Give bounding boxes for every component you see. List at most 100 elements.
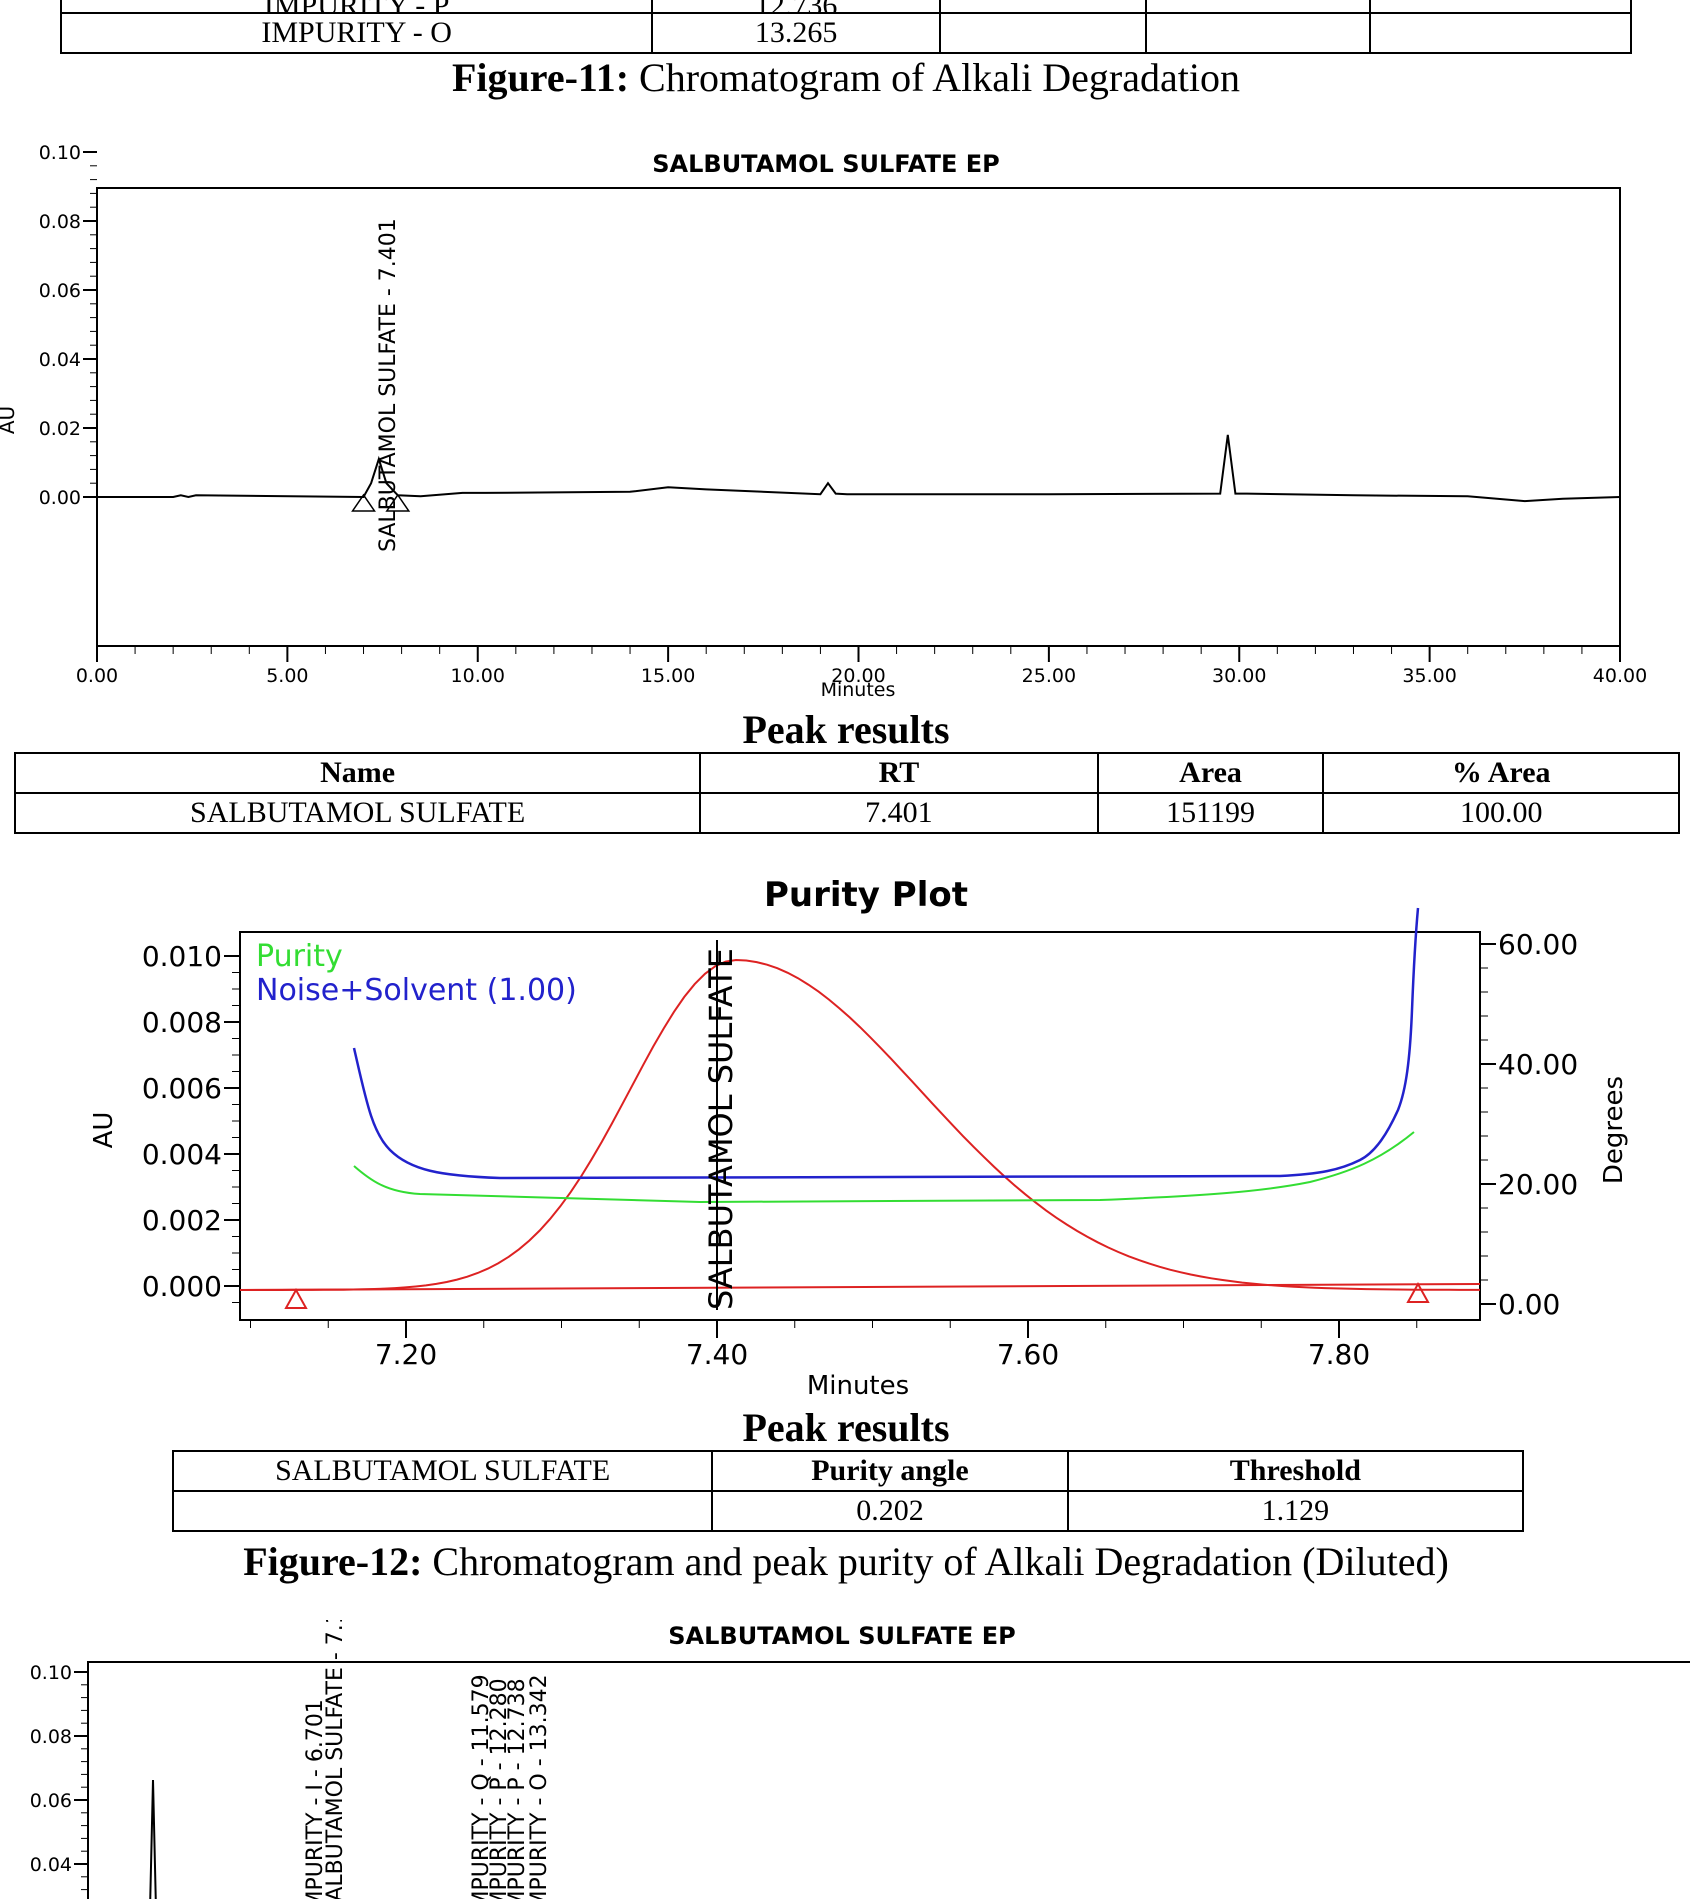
col-name: Name xyxy=(13,752,702,794)
impurity-name: IMPURITY - P xyxy=(59,0,654,14)
cell-pct-area: 100.00 xyxy=(1322,792,1680,834)
y-tick-label: 0.006 xyxy=(142,1072,222,1105)
cell-rt: 7.401 xyxy=(699,792,1099,834)
chromatogram-trace xyxy=(97,434,1621,503)
impurity-rt: 12.736 xyxy=(651,0,942,14)
x-axis-label: Minutes xyxy=(807,1371,909,1401)
start-marker xyxy=(284,1287,308,1309)
x-tick-label: 40.00 xyxy=(1593,665,1647,687)
y-axis-label: AU xyxy=(89,1112,119,1149)
peak-results-heading-2: Peak results xyxy=(742,1405,950,1450)
plot-frame xyxy=(96,187,1621,647)
y-axis: 0.10 0.08 0.06 0.04 xyxy=(30,1662,88,1891)
figure-12-text: Chromatogram and peak purity of Alkali D… xyxy=(432,1539,1449,1584)
x-tick-label: 7.60 xyxy=(997,1338,1059,1371)
peak-results-table-1: Name RT Area % Area SALBUTAMOL SULFATE 7… xyxy=(13,752,1680,834)
y2-tick-label: 0.00 xyxy=(1498,1288,1560,1321)
y-tick-label: 0.004 xyxy=(142,1138,222,1171)
y-tick-label: 0.06 xyxy=(39,280,81,302)
impurity-name: IMPURITY - O xyxy=(59,12,654,54)
y2-tick-label: 40.00 xyxy=(1498,1048,1578,1081)
y-tick-label: 0.10 xyxy=(39,142,81,164)
figure-11-label: Figure-11: xyxy=(452,55,630,100)
end-marker xyxy=(1406,1281,1430,1303)
x-axis: 7.20 7.40 7.60 7.80 xyxy=(250,1320,1418,1371)
figure-11-caption: Figure-11: Chromatogram of Alkali Degrad… xyxy=(0,54,1692,101)
y-tick-label: 0.000 xyxy=(142,1270,222,1303)
purity-curve xyxy=(353,1131,1415,1204)
figure-12-label: Figure-12: xyxy=(243,1539,423,1584)
col-pct-area: % Area xyxy=(1322,752,1680,794)
peak-label: SALBUTAMOL SULFATE xyxy=(702,948,740,1310)
legend-noise: Noise+Solvent (1.00) xyxy=(256,973,577,1008)
integration-marker xyxy=(385,493,411,512)
chromatogram-1: SALBUTAMOL SULFATE EP 0.000.020.040.060.… xyxy=(0,142,1647,700)
y-axis-label: AU xyxy=(0,406,19,434)
y-tick-label: 0.002 xyxy=(142,1204,222,1237)
x-tick-label: 30.00 xyxy=(1212,665,1266,687)
cell-name: SALBUTAMOL SULFATE xyxy=(13,792,702,834)
purity-plot: Purity Plot 0.0000.0020.0040.0060.0080.0… xyxy=(89,875,1629,1401)
y2-axis-label: Degrees xyxy=(1599,1076,1629,1184)
peak-label: IMPURITY - I - 6.701 xyxy=(303,1699,328,1899)
x-tick-label: 5.00 xyxy=(266,665,308,687)
chromatogram-2: SALBUTAMOL SULFATE EP 0.10 0.08 0.06 0.04 I… xyxy=(30,1620,1690,1899)
x-tick-label: 10.00 xyxy=(451,665,505,687)
col-area: Area xyxy=(1096,752,1325,794)
col-threshold: Threshold xyxy=(1066,1450,1525,1492)
x-tick-label: 15.00 xyxy=(641,665,695,687)
chart-title: SALBUTAMOL SULFATE EP xyxy=(668,1622,1015,1650)
peak-label: SALBUTAMOL SULFATE - 7.401 xyxy=(376,218,401,552)
y2-tick-label: 60.00 xyxy=(1498,928,1578,961)
peak-label: IMPURITY - Q - 11.579 xyxy=(469,1674,494,1899)
y-tick-label: 0.10 xyxy=(30,1662,72,1684)
y-tick-label: 0.06 xyxy=(30,1790,72,1812)
baseline xyxy=(239,1283,1481,1291)
legend-purity: Purity xyxy=(256,939,343,974)
impurity-rt: 13.265 xyxy=(651,12,942,54)
y-axis-left: 0.000 0.002 0.004 0.006 0.008 0.010 xyxy=(142,940,240,1303)
plot-frame xyxy=(87,1661,1690,1899)
peak-label: IMPURITY - O - 13.342 xyxy=(527,1674,552,1899)
x-tick-label: 35.00 xyxy=(1402,665,1456,687)
x-tick-label: 7.40 xyxy=(686,1338,748,1371)
cell-threshold: 1.129 xyxy=(1066,1490,1525,1532)
y-tick-label: 0.010 xyxy=(142,940,222,973)
x-tick-label: 20.00 xyxy=(831,665,885,687)
y-tick-label: 0.08 xyxy=(39,211,81,233)
y2-tick-label: 20.00 xyxy=(1498,1168,1578,1201)
table-header-row: SALBUTAMOL SULFATE Purity angle Threshol… xyxy=(171,1450,1525,1492)
y-tick-label: 0.04 xyxy=(30,1854,72,1876)
peak-label: IMPURITY - P - 12.738 xyxy=(505,1678,530,1899)
x-tick-label: 25.00 xyxy=(1022,665,1076,687)
y-tick-label: 0.00 xyxy=(39,487,81,509)
y-tick-label: 0.008 xyxy=(142,1006,222,1039)
table-row: IMPURITY - P 12.736 xyxy=(59,0,1632,14)
figure-12-caption: Figure-12: Chromatogram and peak purity … xyxy=(0,1538,1692,1585)
col-purity-angle: Purity angle xyxy=(711,1450,1069,1492)
top-impurity-table: IMPURITY - P 12.736 IMPURITY - O 13.265 xyxy=(59,0,1632,54)
purity-plot-title: Purity Plot xyxy=(764,875,968,915)
x-axis-label: Minutes xyxy=(821,679,896,700)
chromatogram-trace xyxy=(149,1779,157,1899)
spectrum-curve xyxy=(240,958,1480,1291)
table-row: SALBUTAMOL SULFATE 7.401 151199 100.00 xyxy=(13,792,1680,834)
noise-solvent-curve xyxy=(352,907,1420,1180)
col-name: SALBUTAMOL SULFATE xyxy=(171,1450,714,1492)
col-rt: RT xyxy=(699,752,1099,794)
peak-results-heading-1: Peak results xyxy=(742,707,950,752)
figure-11-text: Chromatogram of Alkali Degradation xyxy=(639,55,1240,100)
y-tick-label: 0.02 xyxy=(39,418,81,440)
y-axis-right: 0.00 20.00 40.00 60.00 xyxy=(1480,928,1578,1321)
chart-title: SALBUTAMOL SULFATE EP xyxy=(652,150,999,178)
plot-frame xyxy=(239,931,1481,1321)
peak-label: SALBUTAMOL SULFATE - 7.164 xyxy=(323,1620,348,1899)
x-axis: 0.00 5.00 10.00 15.00 20.00 25.00 30.00 35.00 40… xyxy=(76,646,1647,687)
table-row: IMPURITY - O 13.265 xyxy=(59,12,1632,54)
y-tick-label: 0.04 xyxy=(39,349,81,371)
y-axis: 0.00 0.02 0.04 0.06 0.08 0.10 xyxy=(39,142,97,509)
cell-name xyxy=(171,1490,714,1532)
table-header-row: Name RT Area % Area xyxy=(13,752,1680,794)
x-tick-label: 0.00 xyxy=(76,665,118,687)
